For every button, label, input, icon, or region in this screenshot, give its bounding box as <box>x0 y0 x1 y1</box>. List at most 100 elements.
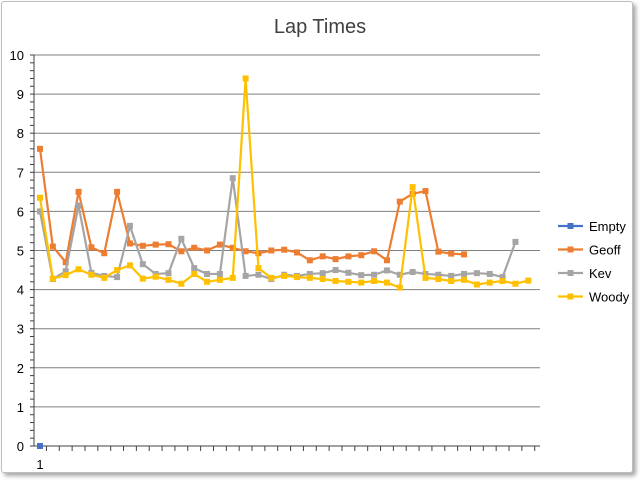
data-point-kev <box>114 274 121 281</box>
data-point-geoff <box>383 257 390 264</box>
data-point-geoff <box>62 259 69 266</box>
series-geoff <box>37 145 468 266</box>
data-point-kev <box>319 270 326 277</box>
data-point-kev <box>396 271 403 278</box>
y-tick-label: 9 <box>17 87 24 102</box>
data-point-woody <box>49 275 56 282</box>
data-point-geoff <box>152 241 159 248</box>
data-point-kev <box>126 222 133 229</box>
data-point-geoff <box>448 250 455 257</box>
data-point-kev <box>358 272 365 279</box>
data-point-geoff <box>371 248 378 255</box>
data-point-geoff <box>294 249 300 256</box>
data-point-woody <box>486 279 493 286</box>
gridlines <box>34 54 540 408</box>
data-point-woody <box>268 274 275 281</box>
data-point-geoff <box>332 256 339 263</box>
data-point-geoff <box>345 253 352 260</box>
data-point-woody <box>152 273 159 280</box>
data-point-geoff <box>422 188 429 195</box>
data-point-woody <box>512 280 519 287</box>
x-tick-labels: 1 <box>36 457 43 472</box>
legend-label-empty: Empty <box>589 219 626 234</box>
data-point-geoff <box>281 246 288 253</box>
legend: Empty Geoff Kev Woody <box>558 219 630 305</box>
data-point-geoff <box>165 241 172 248</box>
y-tick-label: 8 <box>17 126 24 141</box>
data-point-kev <box>229 175 236 182</box>
data-point-woody <box>306 274 313 281</box>
legend-marker-kev <box>567 270 574 276</box>
data-point-woody <box>101 274 108 281</box>
data-point-geoff <box>191 244 198 251</box>
data-point-kev <box>306 270 313 277</box>
data-point-woody <box>204 278 211 285</box>
data-point-woody <box>461 276 468 283</box>
data-point-woody <box>62 272 69 279</box>
data-point-kev <box>499 274 506 281</box>
data-point-woody <box>448 277 455 284</box>
chart-title: Lap Times <box>274 16 366 38</box>
data-point-kev <box>62 268 69 275</box>
data-point-woody <box>422 274 429 281</box>
data-point-woody <box>358 279 365 286</box>
series-line-woody <box>38 77 529 289</box>
data-point-woody <box>371 277 378 284</box>
data-point-kev <box>473 270 480 277</box>
data-point-geoff <box>396 198 403 205</box>
data-point-woody <box>294 274 300 281</box>
legend-item-geoff: Geoff <box>558 243 621 258</box>
data-point-woody <box>75 266 82 273</box>
data-point-geoff <box>178 248 185 255</box>
data-point-kev <box>178 235 185 242</box>
data-point-woody <box>319 276 326 283</box>
data-point-kev <box>191 265 198 272</box>
data-point-geoff <box>101 250 108 257</box>
data-point-geoff <box>306 257 313 264</box>
legend-item-empty: Empty <box>558 219 626 234</box>
data-point-woody <box>255 265 262 272</box>
data-point-kev <box>435 271 442 278</box>
data-point-kev <box>409 269 416 276</box>
data-point-empty <box>37 443 43 449</box>
data-point-geoff <box>75 188 82 195</box>
axes <box>30 54 540 451</box>
data-point-geoff <box>204 247 211 254</box>
data-point-kev <box>448 272 455 279</box>
data-point-kev <box>371 271 378 278</box>
data-point-kev <box>75 202 82 209</box>
y-tick-label: 5 <box>17 244 24 259</box>
data-point-woody <box>281 272 288 279</box>
legend-item-kev: Kev <box>558 266 612 281</box>
data-point-geoff <box>49 243 56 250</box>
data-point-kev <box>242 272 249 279</box>
legend-label-kev: Kev <box>589 266 612 281</box>
data-point-woody <box>525 277 532 284</box>
legend-label-geoff: Geoff <box>589 243 621 258</box>
data-point-woody <box>409 184 416 191</box>
legend-marker-woody <box>567 293 574 300</box>
data-point-woody <box>126 262 133 269</box>
data-point-geoff <box>139 242 146 249</box>
x-tick-label: 1 <box>36 457 43 472</box>
data-point-woody <box>473 281 480 288</box>
legend-item-woody: Woody <box>558 290 630 305</box>
data-point-woody <box>435 276 442 283</box>
data-point-geoff <box>242 248 249 255</box>
legend-marker-geoff <box>567 246 574 253</box>
data-point-woody <box>229 274 236 281</box>
data-point-kev <box>512 238 519 245</box>
data-point-kev <box>216 270 223 277</box>
y-tick-label: 2 <box>17 361 24 376</box>
data-point-kev <box>332 267 339 274</box>
series-line-geoff <box>38 148 465 264</box>
data-point-geoff <box>461 251 468 258</box>
data-point-woody <box>37 194 43 201</box>
data-point-geoff <box>358 252 365 259</box>
data-point-kev <box>383 267 390 274</box>
data-point-geoff <box>126 240 133 247</box>
y-tick-label: 1 <box>17 400 24 415</box>
data-point-kev <box>255 271 262 278</box>
data-point-geoff <box>229 244 236 251</box>
data-point-kev <box>486 270 493 277</box>
